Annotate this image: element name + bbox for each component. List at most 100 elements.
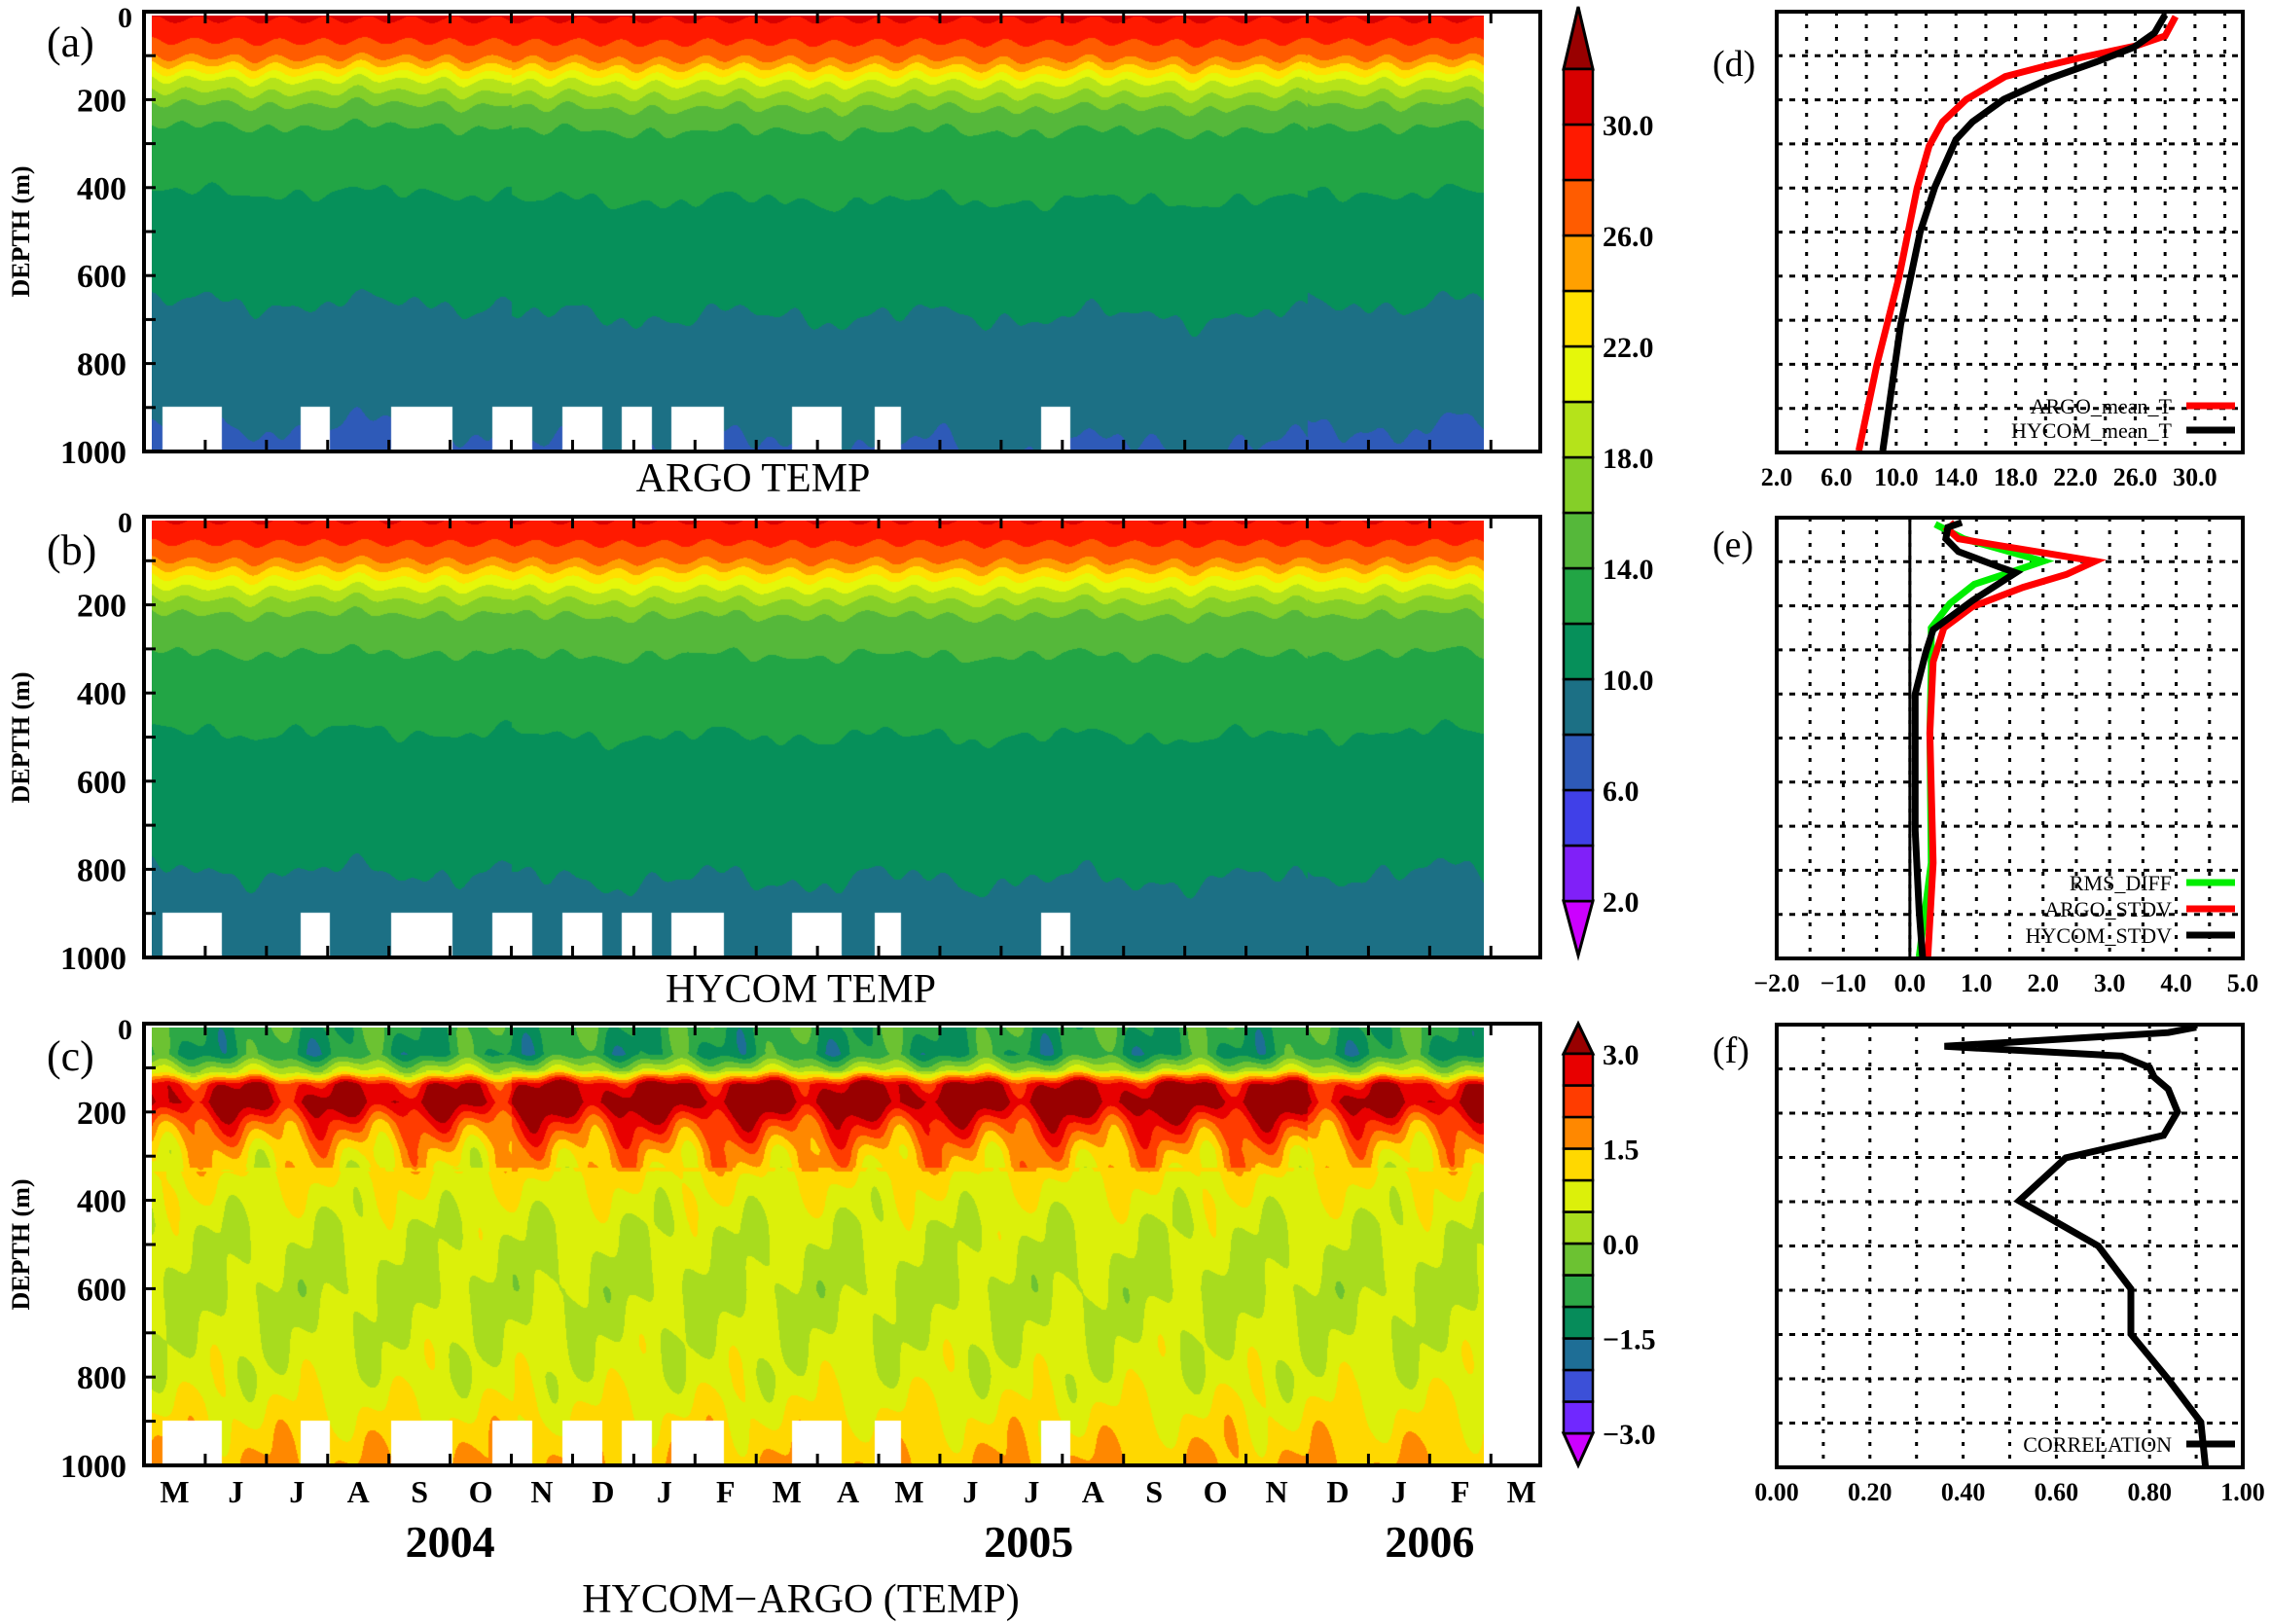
month-label: M: [773, 1474, 802, 1509]
diff-colorbar-band: [1562, 1115, 1595, 1150]
temp-colorbar-band: [1562, 344, 1595, 404]
x-tick-label: 5.0: [2227, 969, 2259, 997]
ylabel-c: DEPTH (m): [7, 1178, 35, 1310]
ylabel-a: DEPTH (m): [7, 165, 35, 297]
diff-colorbar-tick-label: −3.0: [1603, 1419, 1656, 1451]
month-label: F: [1451, 1474, 1470, 1509]
y-tick-label: 800: [77, 852, 126, 888]
temp-colorbar-band: [1562, 622, 1595, 681]
ylabel-b: DEPTH (m): [7, 671, 35, 803]
x-tick-label: 1.0: [1961, 969, 1993, 997]
month-label: J: [962, 1474, 978, 1509]
temp-colorbar-tick-label: 2.0: [1603, 886, 1640, 919]
temp-colorbar-tick-label: 10.0: [1603, 665, 1654, 697]
legend-label: RMS_DIFF: [2070, 871, 2172, 895]
temp-colorbar-band: [1562, 178, 1595, 237]
diff-colorbar-band: [1562, 1400, 1595, 1435]
panel-label-f: (f): [1712, 1030, 1749, 1071]
y-tick-label: 400: [77, 1184, 126, 1220]
diff-colorbar-tick-label: 0.0: [1603, 1229, 1640, 1261]
diff-colorbar-band: [1562, 1147, 1595, 1182]
x-tick-label: 6.0: [1820, 463, 1853, 491]
x-tick-label: 26.0: [2113, 463, 2158, 491]
series-line-correlation: [1944, 1024, 2210, 1468]
temp-colorbar-tick-label: 26.0: [1603, 221, 1654, 253]
temp-colorbar-tick-label: 14.0: [1603, 554, 1654, 586]
x-tick-label: 0.00: [1754, 1478, 1799, 1506]
x-tick-label: 4.0: [2160, 969, 2192, 997]
temp-colorbar-band: [1562, 788, 1595, 848]
x-tick-label: 3.0: [2094, 969, 2126, 997]
diff-colorbar-band: [1562, 1242, 1595, 1277]
temp-colorbar-tick-label: 30.0: [1603, 110, 1654, 142]
y-tick-label: 200: [77, 589, 126, 625]
month-label: J: [657, 1474, 672, 1509]
heatmap-field-hycom-minus-argo: [152, 1028, 1484, 1463]
x-tick-label: 0.80: [2127, 1478, 2172, 1506]
x-tick-label: 2.0: [2027, 969, 2059, 997]
year-label: 2006: [1385, 1517, 1474, 1567]
month-label: M: [160, 1474, 189, 1509]
diff-colorbar-band: [1562, 1368, 1595, 1403]
month-label: N: [1265, 1474, 1287, 1509]
year-label: 2005: [984, 1517, 1073, 1567]
panel-label-a: (a): [47, 18, 94, 66]
diff-colorbar-band: [1562, 1305, 1595, 1340]
plot-frame: [1775, 516, 2245, 960]
y-tick-label: 200: [77, 83, 126, 119]
diff-colorbar-over-arrow: [1561, 1020, 1596, 1056]
y-tick-label: 0: [118, 2, 132, 34]
y-tick-label: 0: [118, 507, 132, 539]
x-tick-label: −1.0: [1820, 969, 1866, 997]
y-tick-label: 600: [77, 259, 126, 295]
x-tick-label: 18.0: [1994, 463, 2038, 491]
diff-colorbar-band: [1562, 1337, 1595, 1372]
month-label: M: [1507, 1474, 1536, 1509]
plot-frame: [142, 10, 1542, 453]
temp-colorbar-band: [1562, 511, 1595, 570]
plot-frame: [1775, 10, 2245, 454]
y-tick-label: 0: [118, 1014, 132, 1046]
plot-frame: [1775, 1023, 2245, 1469]
temp-colorbar-band: [1562, 67, 1595, 126]
x-tick-label: 0.20: [1848, 1478, 1892, 1506]
y-tick-label: 600: [77, 1272, 126, 1308]
plot-frame: [142, 1022, 1542, 1467]
month-label: J: [228, 1474, 243, 1509]
month-label: J: [1391, 1474, 1407, 1509]
temp-colorbar-tick-label: 18.0: [1603, 443, 1654, 475]
diff-colorbar-tick-label: 3.0: [1603, 1039, 1640, 1071]
legend-label: HYCOM_STDV: [2026, 923, 2172, 948]
temp-colorbar-under-arrow: [1562, 899, 1595, 961]
y-tick-label: 600: [77, 765, 126, 801]
legend-label: HYCOM_mean_T: [2011, 418, 2173, 443]
legend-label: ARGO_mean_T: [2031, 394, 2173, 418]
month-label: S: [411, 1474, 428, 1509]
series-line-argo_stdv: [1924, 520, 2107, 957]
heatmap-field-hycom-temp: [152, 521, 1484, 956]
month-label: D: [1326, 1474, 1349, 1509]
year-label: 2004: [406, 1517, 495, 1567]
x-tick-label: −2.0: [1753, 969, 1799, 997]
x-tick-label: 10.0: [1874, 463, 1919, 491]
diff-colorbar-band: [1562, 1178, 1595, 1213]
y-tick-label: 800: [77, 347, 126, 383]
diff-colorbar-band: [1562, 1052, 1595, 1087]
temp-colorbar-band: [1562, 677, 1595, 737]
y-tick-label: 800: [77, 1360, 126, 1396]
heatmap-field-argo-temp: [152, 16, 1484, 450]
x-tick-label: 0.40: [1941, 1478, 1986, 1506]
series-line-hycom_mean_t: [1879, 13, 2169, 451]
x-tick-label: 30.0: [2173, 463, 2217, 491]
plot-frame: [142, 515, 1542, 959]
month-label: A: [837, 1474, 859, 1509]
panel-label-c: (c): [47, 1032, 94, 1080]
diff-colorbar-tick-label: 1.5: [1603, 1135, 1640, 1167]
temp-colorbar-tick-label: 6.0: [1603, 776, 1640, 808]
month-label: O: [1204, 1474, 1228, 1509]
legend-label: ARGO_STDV: [2044, 897, 2172, 921]
diff-colorbar-under-arrow: [1561, 1431, 1596, 1469]
y-tick-label: 1000: [60, 941, 126, 977]
